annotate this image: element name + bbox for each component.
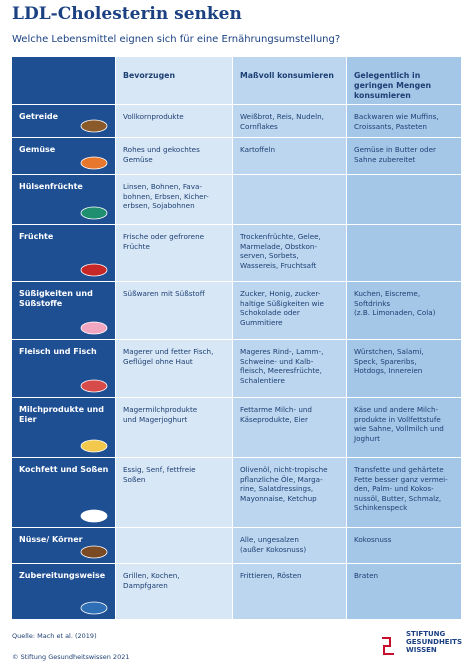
table-cell: Käse und andere Milch- produkte in Vollf…	[347, 398, 461, 457]
table-cell: Süßwaren mit Süßstoff	[116, 282, 232, 339]
table-cell: Fettarme Milch- und Käseprodukte, Eier	[233, 398, 346, 457]
table-cell: Alle, ungesalzen (außer Kokosnuss)	[233, 528, 346, 563]
table-cell: Rohes und gekochtes Gemüse	[116, 138, 232, 174]
subtitle: Welche Lebensmittel eignen sich für eine…	[12, 34, 341, 45]
table-cell	[347, 175, 461, 224]
food-icon	[80, 439, 107, 452]
logo-icon	[382, 637, 394, 655]
row-category: Hülsenfrüchte	[12, 175, 115, 224]
copyright: © Stiftung Gesundheitswissen 2021	[12, 653, 130, 661]
table-cell: Gemüse in Butter oder Sahne zubereitet	[347, 138, 461, 174]
table-cell: Backwaren wie Muffins, Croissants, Paste…	[347, 105, 461, 137]
logo-line: STIFTUNG	[406, 630, 446, 638]
food-icon	[80, 156, 107, 169]
row-category: Milchprodukte und Eier	[12, 398, 115, 457]
table-cell: Essig, Senf, fettfreie Soßen	[116, 458, 232, 527]
table-cell: Weißbrot, Reis, Nudeln, Cornflakes	[233, 105, 346, 137]
title: LDL-Cholesterin senken	[12, 4, 242, 24]
logo: STIFTUNG GESUNDHEITS WISSEN	[406, 630, 462, 654]
food-icon	[80, 601, 107, 614]
food-icon	[80, 545, 107, 558]
row-category: Süßigkeiten und Süßstoffe	[12, 282, 115, 339]
table-cell	[347, 225, 461, 281]
table-cell: Kartoffeln	[233, 138, 346, 174]
table-cell: Trockenfrüchte, Gelee, Marmelade, Obstko…	[233, 225, 346, 281]
food-icon	[80, 509, 107, 522]
table-cell: Grillen, Kochen, Dampfgaren	[116, 564, 232, 619]
row-category: Getreide	[12, 105, 115, 137]
table-cell: Magerer und fetter Fisch, Geflügel ohne …	[116, 340, 232, 397]
table-cell: Transfette und gehärtete Fette besser ga…	[347, 458, 461, 527]
table-cell	[116, 528, 232, 563]
table-cell: Braten	[347, 564, 461, 619]
table-cell: Zucker, Honig, zucker- haltige Süßigkeit…	[233, 282, 346, 339]
table-cell: Olivenöl, nicht-tropische pflanzliche Öl…	[233, 458, 346, 527]
row-category: Gemüse	[12, 138, 115, 174]
row-category: Nüsse/ Körner	[12, 528, 115, 563]
logo-line: GESUNDHEITS	[406, 638, 462, 646]
table-cell: Kuchen, Eiscreme, Softdrinks (z.B. Limon…	[347, 282, 461, 339]
row-category: Kochfett und Soßen	[12, 458, 115, 527]
table-cell: Mageres Rind-, Lamm-, Schweine- und Kalb…	[233, 340, 346, 397]
food-icon	[80, 119, 107, 132]
source: Quelle: Mach et al. (2019)	[12, 632, 97, 640]
column-header: Bevorzugen	[116, 57, 232, 104]
table-cell: Vollkornprodukte	[116, 105, 232, 137]
table-cell: Würstchen, Salami, Speck, Spareribs, Hot…	[347, 340, 461, 397]
row-category: Zubereitungsweise	[12, 564, 115, 619]
row-category: Früchte	[12, 225, 115, 281]
header-corner	[12, 57, 115, 104]
food-icon	[80, 263, 107, 276]
table-cell: Kokosnuss	[347, 528, 461, 563]
table-cell: Linsen, Bohnen, Fava- bohnen, Erbsen, Ki…	[116, 175, 232, 224]
table-cell: Frische oder gefrorene Früchte	[116, 225, 232, 281]
table-cell: Frittieren, Rösten	[233, 564, 346, 619]
food-icon	[80, 321, 107, 334]
food-icon	[80, 206, 107, 219]
food-icon	[80, 379, 107, 392]
logo-line: WISSEN	[406, 646, 437, 654]
table-cell	[233, 175, 346, 224]
column-header: Maßvoll konsumieren	[233, 57, 346, 104]
row-category: Fleisch und Fisch	[12, 340, 115, 397]
column-header: Gelegentlich in geringen Mengen konsumie…	[347, 57, 461, 104]
table-cell: Magermilchprodukte und Magerjoghurt	[116, 398, 232, 457]
